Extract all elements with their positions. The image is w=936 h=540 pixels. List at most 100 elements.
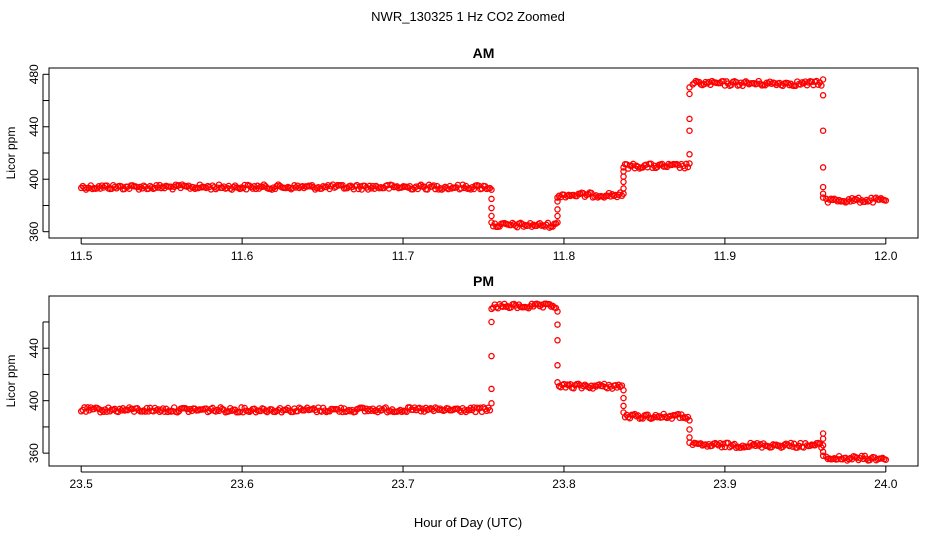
y-axis-label: Licor ppm bbox=[4, 355, 18, 408]
data-point bbox=[554, 321, 561, 328]
y-tick-label: 360 bbox=[27, 221, 41, 241]
panel-am: AM Licor ppm 11.5 11.6 11.7 11.8 11.9 12.0 360 40… bbox=[4, 45, 919, 263]
data-point bbox=[819, 190, 827, 197]
data-point bbox=[620, 402, 627, 410]
data-point bbox=[847, 198, 854, 205]
plot-box bbox=[48, 67, 919, 239]
x-tick-label: 11.6 bbox=[231, 249, 254, 263]
data-point bbox=[620, 168, 627, 175]
data-point bbox=[270, 184, 277, 191]
data-point bbox=[787, 439, 795, 447]
y-tick-label: 480 bbox=[27, 64, 41, 84]
data-point bbox=[459, 181, 466, 188]
data-point bbox=[819, 435, 827, 442]
data-point bbox=[620, 386, 627, 394]
y-tick-label: 400 bbox=[27, 169, 41, 189]
data-point bbox=[364, 186, 372, 193]
data-point bbox=[488, 186, 495, 193]
data-point bbox=[686, 151, 693, 158]
data-point bbox=[554, 206, 561, 213]
data-point bbox=[816, 440, 824, 448]
data-point bbox=[126, 185, 133, 192]
data-point bbox=[686, 84, 693, 91]
data-point bbox=[850, 197, 857, 204]
data-point bbox=[620, 178, 627, 186]
data-point bbox=[626, 414, 634, 422]
data-point bbox=[554, 194, 561, 201]
data-point bbox=[620, 394, 627, 402]
data-series bbox=[77, 300, 890, 464]
data-point bbox=[486, 407, 494, 414]
x-tick-label: 24.0 bbox=[874, 477, 898, 491]
data-point bbox=[470, 185, 478, 193]
data-point bbox=[336, 408, 343, 415]
data-point bbox=[684, 413, 692, 421]
x-tick-label: 11.7 bbox=[392, 249, 415, 263]
data-point bbox=[570, 385, 577, 392]
data-point bbox=[554, 308, 561, 315]
x-tick-label: 23.6 bbox=[230, 477, 254, 491]
figure-title: NWR_130325 1 Hz CO2 Zoomed bbox=[371, 9, 565, 24]
data-point bbox=[554, 212, 561, 220]
data-point bbox=[617, 189, 624, 196]
data-point bbox=[239, 184, 247, 192]
data-point bbox=[416, 404, 423, 412]
panel-pm: PM Licor ppm 23.5 23.6 23.7 23.8 23.9 24.0 360 40… bbox=[4, 273, 919, 491]
data-point bbox=[819, 448, 827, 456]
data-point bbox=[236, 185, 244, 193]
data-point bbox=[620, 409, 627, 416]
data-point bbox=[686, 417, 693, 424]
data-point bbox=[608, 191, 616, 198]
data-point bbox=[819, 442, 827, 449]
x-tick-label: 11.5 bbox=[70, 249, 93, 263]
data-point bbox=[681, 413, 688, 421]
plot-box bbox=[48, 295, 919, 467]
data-point bbox=[143, 404, 151, 412]
data-point bbox=[686, 160, 693, 167]
x-tick-label: 23.5 bbox=[70, 477, 94, 491]
data-point bbox=[212, 408, 220, 415]
data-point bbox=[554, 198, 561, 205]
x-tick-label: 12.0 bbox=[874, 249, 898, 263]
data-point bbox=[488, 318, 495, 326]
panel-title: PM bbox=[473, 273, 494, 289]
data-point bbox=[819, 76, 827, 83]
data-point bbox=[819, 127, 827, 134]
data-point bbox=[882, 456, 890, 463]
data-point bbox=[686, 127, 693, 134]
data-point bbox=[686, 426, 693, 433]
data-point bbox=[739, 82, 746, 90]
data-point bbox=[552, 304, 560, 312]
data-point bbox=[159, 405, 167, 412]
data-point bbox=[819, 430, 827, 437]
data-point bbox=[668, 415, 676, 422]
data-point bbox=[95, 405, 103, 413]
data-point bbox=[488, 212, 495, 220]
data-point bbox=[745, 443, 753, 450]
data-point bbox=[620, 164, 627, 171]
data-point bbox=[686, 115, 693, 123]
x-tick-label: 11.9 bbox=[714, 249, 737, 263]
data-point bbox=[488, 400, 495, 407]
y-tick-label: 440 bbox=[27, 338, 41, 358]
data-point bbox=[126, 404, 133, 411]
x-tick-label: 23.9 bbox=[713, 477, 737, 491]
data-point bbox=[674, 410, 682, 418]
data-point bbox=[819, 92, 827, 99]
data-point bbox=[488, 352, 495, 360]
data-point bbox=[819, 183, 827, 191]
data-point bbox=[819, 164, 827, 171]
data-point bbox=[554, 219, 561, 226]
data-point bbox=[486, 184, 494, 192]
data-point bbox=[683, 160, 690, 168]
data-point bbox=[620, 173, 627, 180]
x-tick-label: 11.8 bbox=[553, 249, 576, 263]
data-point bbox=[600, 194, 608, 201]
data-point bbox=[728, 81, 735, 89]
data-point bbox=[684, 163, 692, 171]
data-point bbox=[584, 190, 592, 198]
data-point bbox=[882, 197, 890, 204]
data-point bbox=[430, 182, 438, 189]
data-point bbox=[526, 219, 534, 227]
